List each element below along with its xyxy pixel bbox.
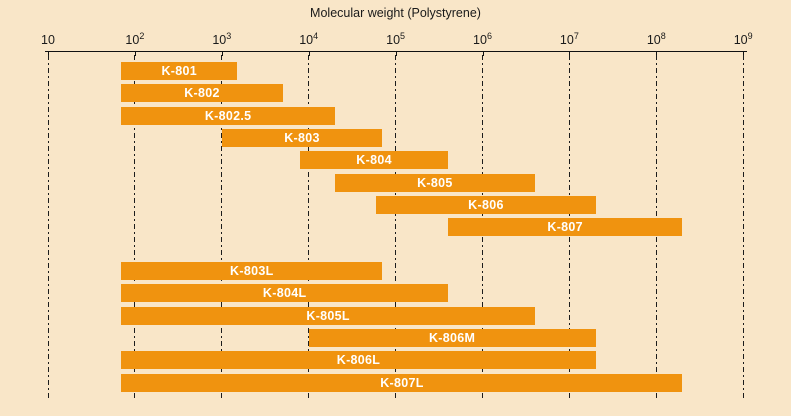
bar-label: K-802 <box>184 86 220 101</box>
bar-label: K-803L <box>230 264 274 278</box>
x-axis-line <box>45 51 747 52</box>
bar-label: K-806 <box>468 197 504 212</box>
range-bar-k-804: K-804 <box>300 151 448 170</box>
range-bar-k-804l: K-804L <box>121 284 448 303</box>
gridline-10e1 <box>47 55 49 398</box>
bar-label: K-806L <box>336 353 381 368</box>
bar-label: K-801 <box>161 64 198 78</box>
range-bar-k-803: K-803 <box>221 128 383 147</box>
bar-label: K-803 <box>284 130 320 145</box>
range-bar-k-805: K-805 <box>334 173 535 192</box>
axis-tick-label: 109 <box>733 30 753 47</box>
axis-tick <box>134 52 136 56</box>
range-bar-k-803l: K-803L <box>121 262 383 280</box>
range-bar-k-802-5: K-802.5 <box>121 106 335 125</box>
axis-tick <box>308 52 310 56</box>
bar-label: K-807 <box>547 220 583 235</box>
gridline-10e4 <box>308 55 310 398</box>
range-bar-k-807: K-807 <box>447 218 683 237</box>
range-bar-k-801: K-801 <box>121 62 238 80</box>
range-bar-k-806m: K-806M <box>308 328 596 347</box>
gridline-10e3 <box>221 55 223 398</box>
bar-label: K-804L <box>262 286 307 301</box>
axis-tick-label: 10 <box>41 33 55 47</box>
bar-label: K-807L <box>380 375 424 390</box>
axis-tick-label: 104 <box>299 30 319 47</box>
range-bar-k-805l: K-805L <box>121 306 535 325</box>
axis-tick <box>743 52 745 56</box>
axis-tick-label: 105 <box>386 30 406 47</box>
axis-tick-label: 106 <box>473 30 492 47</box>
axis-tick <box>395 52 397 56</box>
range-bar-k-802: K-802 <box>121 84 283 103</box>
bar-label: K-802.5 <box>204 108 252 123</box>
bar-label: K-806M <box>428 330 476 345</box>
chart-title: Molecular weight (Polystyrene) <box>310 6 481 20</box>
axis-tick <box>656 52 658 56</box>
gridline-10e9 <box>742 55 744 398</box>
bar-label: K-805L <box>306 308 350 323</box>
axis-tick-label: 102 <box>125 30 145 47</box>
gridline-10e5 <box>395 55 397 398</box>
axis-tick <box>482 52 484 56</box>
bar-label: K-805 <box>417 175 453 190</box>
axis-tick <box>221 52 223 56</box>
bar-label: K-804 <box>356 153 392 168</box>
axis-tick <box>48 52 49 56</box>
gridline-10e2 <box>134 55 136 398</box>
range-bar-k-807l: K-807L <box>121 373 683 392</box>
axis-tick-label: 103 <box>212 30 232 47</box>
axis-tick-label: 108 <box>646 30 666 47</box>
range-bar-k-806: K-806 <box>376 195 596 214</box>
range-bar-k-806l: K-806L <box>121 351 596 370</box>
axis-tick-label: 107 <box>559 30 579 47</box>
axis-tick <box>569 52 571 56</box>
